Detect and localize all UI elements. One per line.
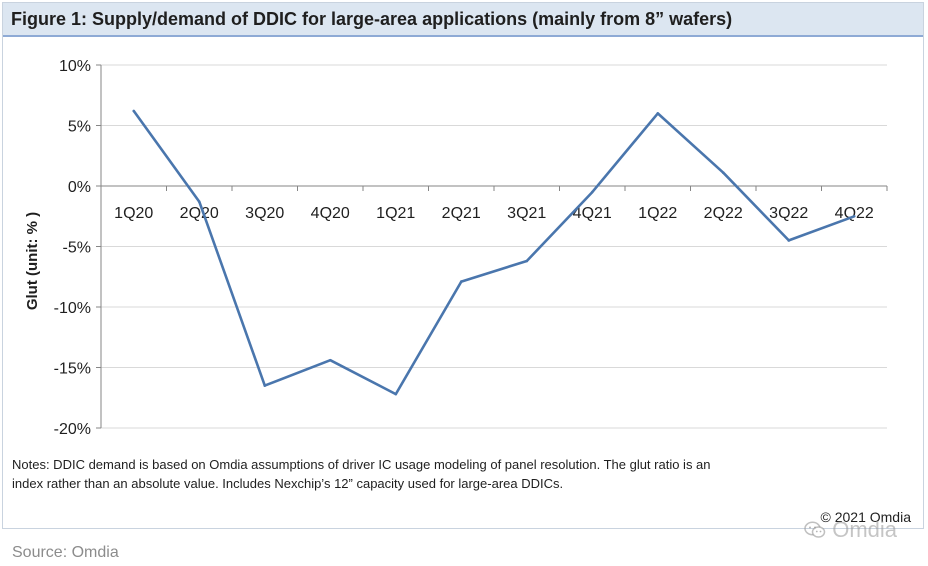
x-tick-label: 2Q20 (180, 205, 219, 222)
wechat-icon (804, 521, 826, 538)
x-tick-label: 1Q22 (638, 205, 677, 222)
data-point (656, 112, 660, 115)
data-point (459, 280, 463, 283)
y-tick-label: -15% (54, 361, 91, 378)
data-point (394, 392, 398, 396)
x-tick-label: 3Q21 (507, 205, 546, 222)
y-tick-labels: 10% 5% 0% -5% -10% -15% -20% (54, 58, 91, 438)
watermark-text: Omdia (832, 517, 897, 542)
y-tick-label: -5% (63, 240, 91, 257)
data-point (525, 259, 529, 263)
data-point (132, 109, 136, 113)
data-point (721, 171, 725, 174)
x-tick-label: 4Q22 (835, 205, 874, 222)
data-point (328, 358, 332, 362)
data-point (197, 200, 201, 204)
x-tick-labels: 1Q20 2Q20 3Q20 4Q20 1Q21 2Q21 3Q21 4Q21 1Q22 2Q22… (114, 205, 874, 222)
y-tick-label: 10% (59, 58, 91, 75)
grid-lines (101, 64, 887, 429)
x-tick-label: 3Q20 (245, 205, 284, 222)
data-point (263, 384, 267, 387)
data-point (852, 214, 856, 218)
watermark: Omdia (804, 517, 897, 543)
axes (96, 64, 888, 429)
x-tick-label: 1Q20 (114, 205, 153, 222)
source-text: Source: Omdia (12, 544, 119, 561)
y-tick-label: -10% (54, 300, 91, 317)
figure-title: Figure 1: Supply/demand of DDIC for larg… (11, 9, 733, 29)
x-tick-label: 2Q22 (704, 205, 743, 222)
title-bar: Figure 1: Supply/demand of DDIC for larg… (3, 3, 923, 37)
copyright-text: © 2021 Omdia (820, 509, 911, 525)
series (132, 109, 856, 396)
figure-notes: Notes: DDIC demand is based on Omdia ass… (12, 457, 711, 491)
x-tick-label: 4Q21 (573, 205, 612, 222)
x-tick-label: 1Q21 (376, 205, 415, 222)
x-tick-label: 4Q20 (311, 205, 350, 222)
figure-frame: Figure 1: Supply/demand of DDIC for larg… (2, 2, 924, 542)
series-line (132, 110, 855, 396)
x-tick-label: 2Q21 (442, 205, 481, 222)
data-point (590, 190, 594, 194)
y-axis-label: Glut (unit: % ) (24, 212, 41, 310)
y-tick-label: 0% (68, 179, 91, 196)
y-tick-label: -20% (54, 421, 91, 438)
data-point (787, 239, 791, 242)
x-tick-label: 3Q22 (769, 205, 808, 222)
line-chart: 10%5%0%-5%-10%-15%-20% 1Q20 2Q20 3Q20 4Q20 1… (24, 58, 888, 438)
y-tick-label: 5% (68, 119, 91, 136)
